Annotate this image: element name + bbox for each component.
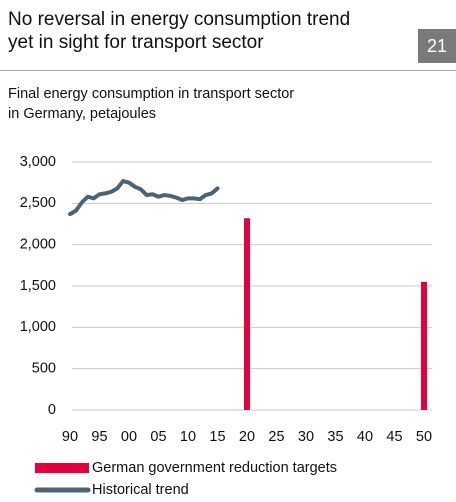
x-tick-label: 15 [209, 429, 225, 445]
y-tick-label: 1,500 [20, 278, 56, 294]
x-tick-label: 50 [416, 429, 432, 445]
x-tick-label: 95 [91, 429, 107, 445]
legend-label: Historical trend [92, 482, 189, 498]
x-tick-label: 30 [298, 429, 314, 445]
y-tick-label: 0 [48, 402, 56, 418]
y-tick-label: 500 [32, 360, 56, 376]
legend-swatch [35, 463, 89, 473]
x-tick-label: 00 [121, 429, 137, 445]
y-tick-label: 2,000 [20, 236, 56, 252]
x-tick-label: 40 [357, 429, 373, 445]
page-number: 21 [418, 29, 456, 63]
x-tick-label: 25 [268, 429, 284, 445]
y-tick-label: 2,500 [20, 195, 56, 211]
x-tick-label: 20 [239, 429, 255, 445]
x-tick-label: 05 [150, 429, 166, 445]
bar [244, 218, 250, 410]
line [68, 179, 220, 217]
y-tick-label: 3,000 [20, 154, 56, 170]
x-tick-label: 45 [386, 429, 402, 445]
chart-subtitle: Final energy consumption in transport se… [8, 86, 295, 122]
legend-label: German government reduction targets [92, 460, 337, 476]
x-tick-label: 90 [62, 429, 78, 445]
divider [0, 70, 456, 71]
chart-title: No reversal in energy consumption trend … [8, 9, 351, 53]
y-tick-label: 1,000 [20, 319, 56, 335]
bar [421, 281, 427, 410]
x-tick-label: 10 [180, 429, 196, 445]
x-tick-label: 35 [327, 429, 343, 445]
